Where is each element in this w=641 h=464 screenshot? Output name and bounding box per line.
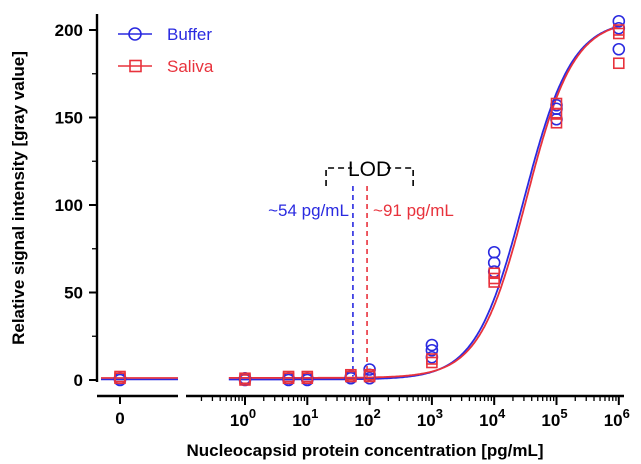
data-points	[113, 14, 626, 387]
data-point-square	[282, 370, 295, 383]
data-point-circle	[425, 338, 439, 352]
x-tick-label: 106	[604, 406, 630, 430]
data-point-circle	[612, 42, 626, 56]
y-tick-label: 50	[64, 284, 83, 303]
data-point-circle	[487, 245, 501, 259]
x-tick-label: 103	[417, 406, 443, 430]
x-tick-label-zero: 0	[115, 409, 124, 428]
data-point-square	[239, 374, 251, 386]
x-tick-label: 101	[292, 406, 318, 430]
data-point-square	[345, 368, 357, 381]
legend-label: Saliva	[167, 57, 214, 76]
data-point-square	[612, 57, 625, 70]
lod-value-label: ~91 pg/mL	[373, 201, 454, 220]
y-axis-title: Relative signal intensity [gray value]	[9, 51, 28, 345]
x-tick-label: 104	[479, 406, 506, 430]
y-tick-label: 200	[55, 21, 83, 40]
y-tick-label: 100	[55, 196, 83, 215]
data-point-square	[612, 24, 625, 36]
data-point-square	[550, 97, 563, 110]
lod-label: LOD	[348, 158, 391, 181]
data-point-square	[488, 267, 501, 280]
x-tick-label: 100	[230, 406, 256, 430]
fit-curves	[101, 25, 620, 381]
legend: Buffer Saliva	[118, 25, 214, 76]
axes: 0 50 100 150 200 0 100 101 102 103 104 105 106	[55, 14, 630, 430]
lod-value-label: ~54 pg/mL	[268, 201, 349, 220]
data-point-square	[114, 370, 126, 383]
x-tick-label: 105	[541, 406, 567, 430]
legend-label: Buffer	[167, 25, 212, 44]
data-point-square	[426, 353, 438, 365]
legend-marker-square	[129, 59, 142, 73]
x-tick-label: 102	[355, 406, 381, 430]
data-point-square	[550, 116, 563, 129]
lod-annotation: ~54 pg/mL ~91 pg/mL LOD	[268, 158, 454, 377]
legend-marker-circle	[128, 27, 142, 41]
data-point-square	[363, 368, 376, 381]
lod-bracket-right	[387, 167, 414, 186]
data-point-square	[301, 370, 314, 383]
lod-bracket-left	[325, 167, 353, 186]
data-point-circle	[425, 343, 439, 357]
y-tick-label: 150	[55, 109, 83, 128]
data-point-circle	[612, 14, 626, 28]
x-axis-title: Nucleocapsid protein concentration [pg/m…	[186, 441, 543, 460]
y-tick-label: 0	[74, 371, 83, 390]
